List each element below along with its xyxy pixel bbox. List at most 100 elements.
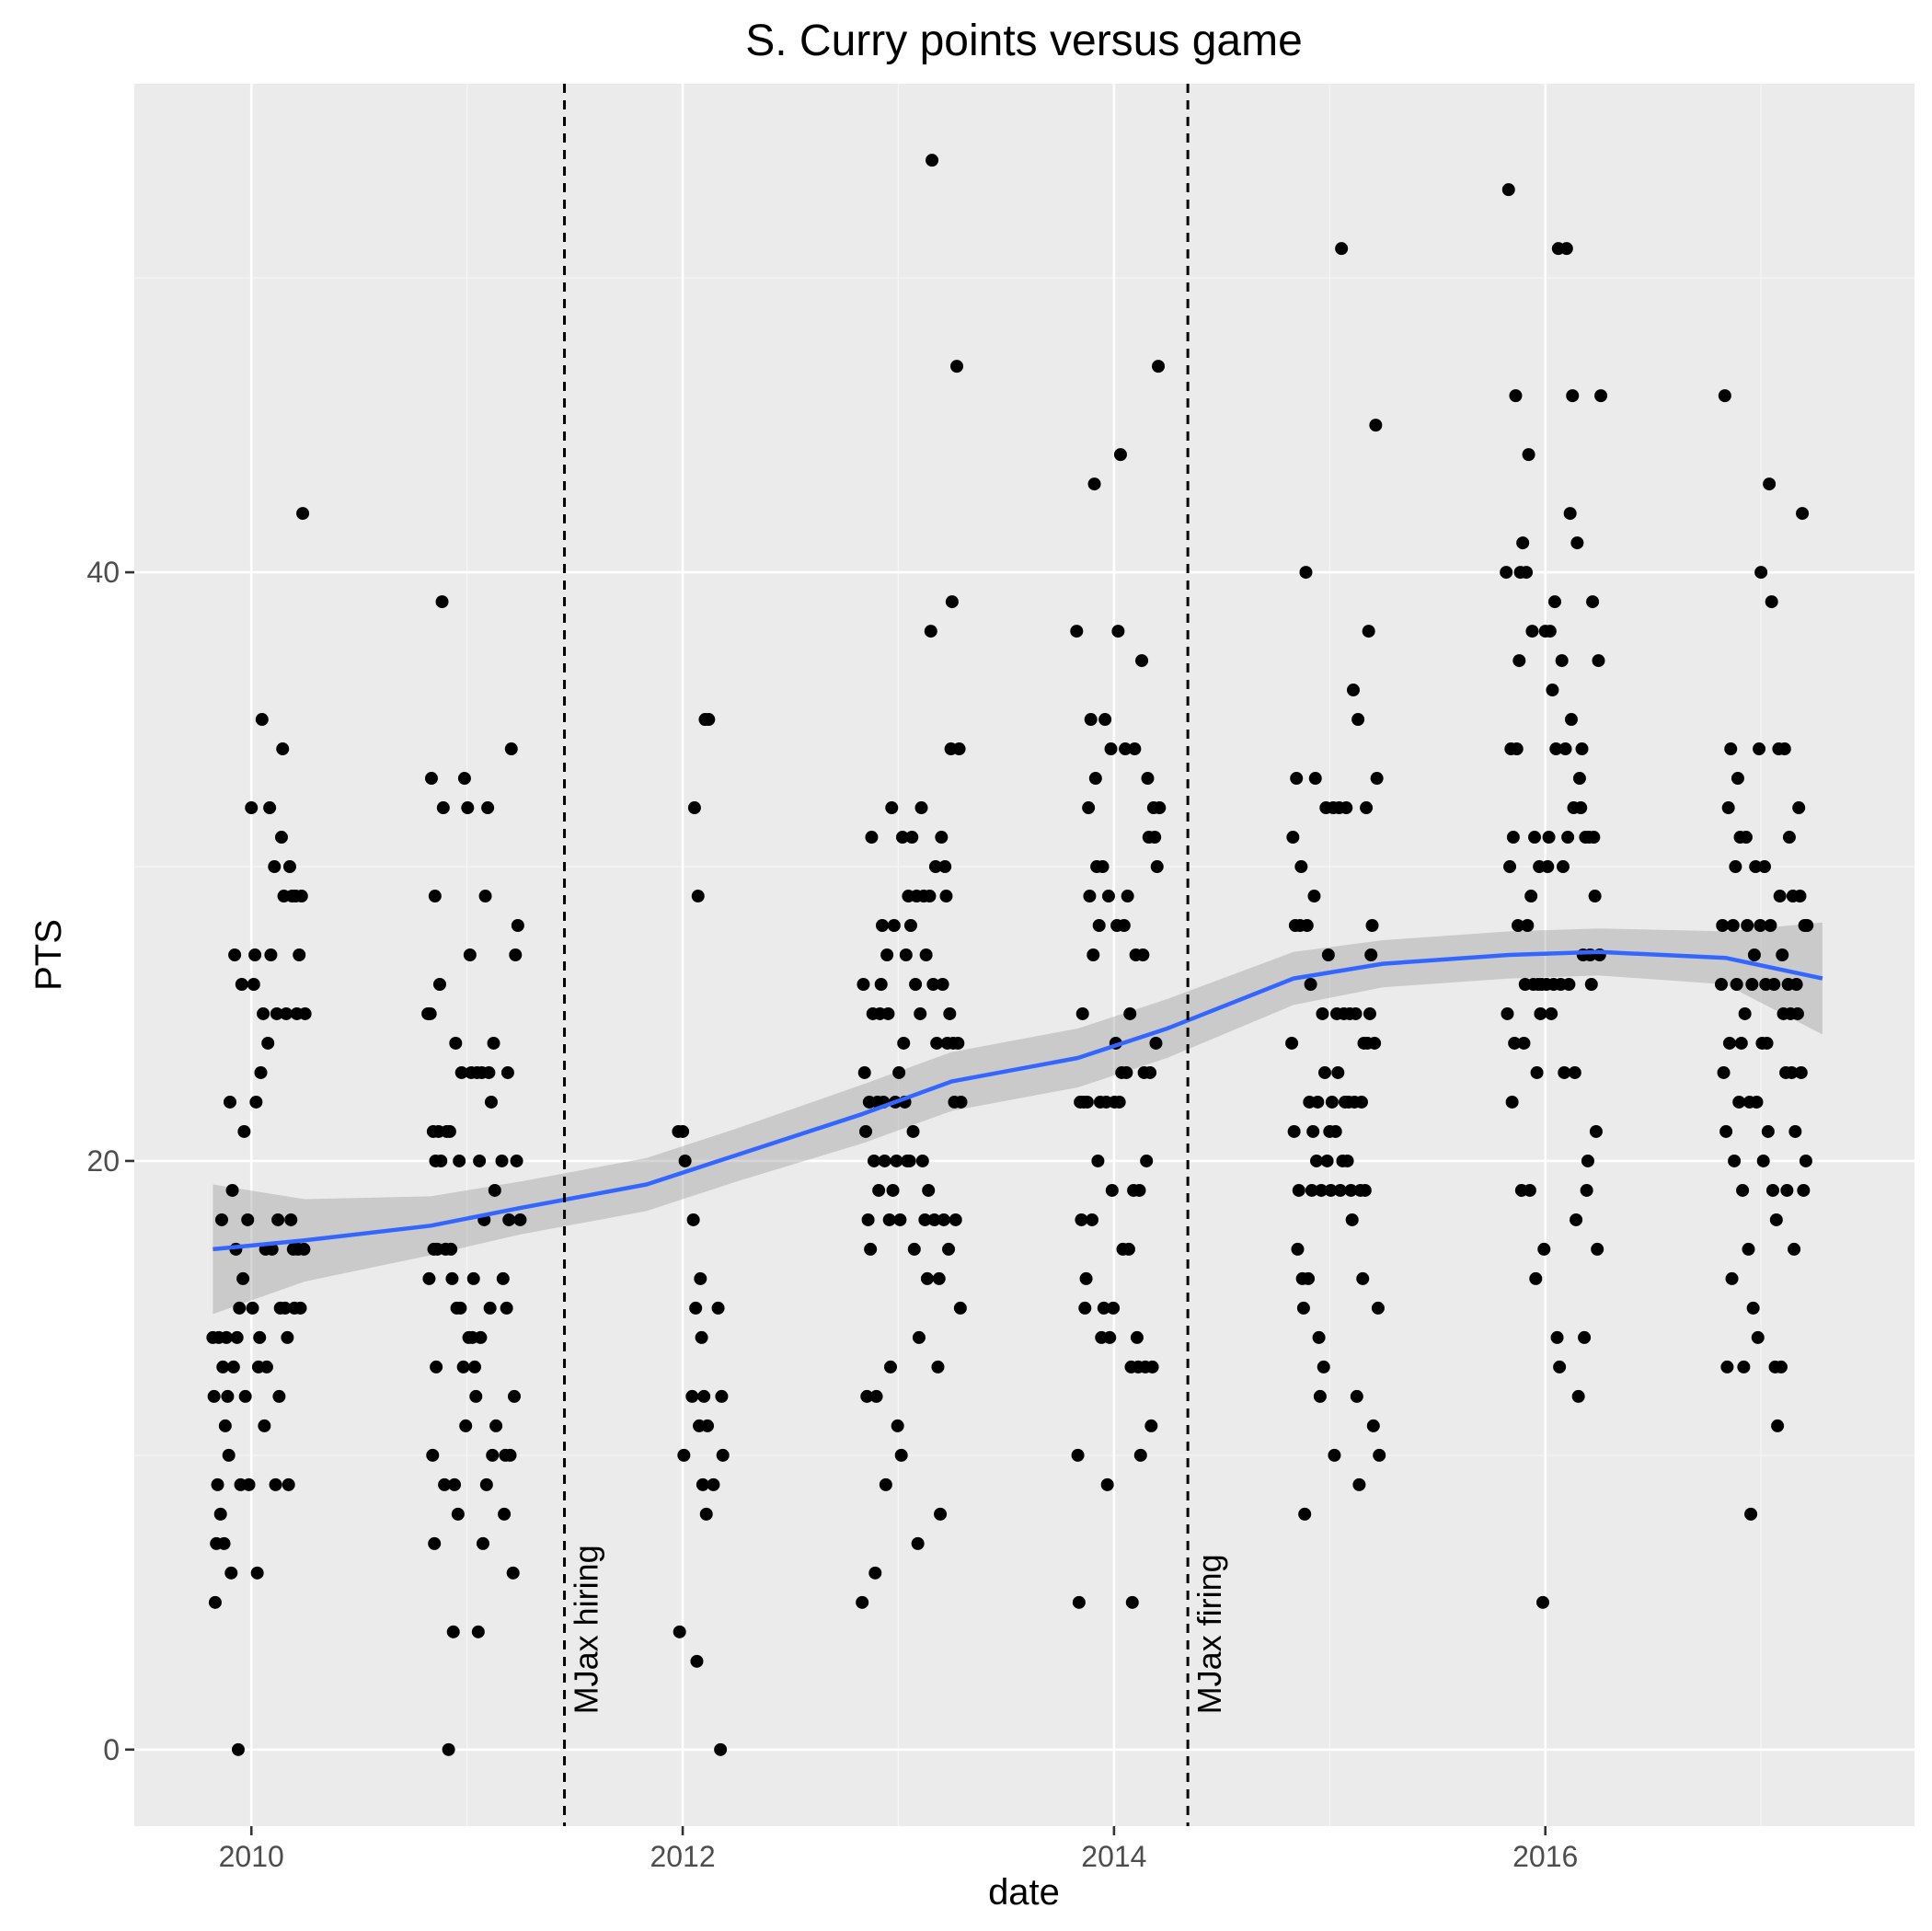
data-point (694, 1271, 707, 1285)
data-point (242, 1477, 256, 1491)
data-point (686, 1213, 700, 1226)
data-point (861, 1213, 875, 1226)
points-layer (206, 154, 1814, 1756)
data-point (711, 1301, 725, 1315)
data-point (448, 1477, 462, 1491)
data-point (1307, 890, 1321, 903)
data-point (1291, 1242, 1305, 1256)
data-point (1366, 1419, 1380, 1432)
data-point (226, 1360, 240, 1374)
data-point (934, 1507, 948, 1521)
data-point (1785, 1065, 1799, 1079)
data-point (245, 801, 259, 815)
data-point (1328, 1448, 1341, 1462)
x-tick-label: 2014 (1081, 1840, 1146, 1873)
data-point (220, 1330, 234, 1344)
data-point (1092, 919, 1106, 933)
data-point (1516, 536, 1530, 550)
data-point (282, 1477, 295, 1491)
data-point (461, 801, 475, 815)
data-point (463, 948, 477, 961)
data-point (1298, 1507, 1312, 1521)
data-point (1308, 772, 1322, 786)
data-point (1148, 831, 1162, 845)
data-point (217, 1536, 231, 1550)
data-point (1373, 1448, 1386, 1462)
data-point (438, 1477, 452, 1491)
data-point (484, 1095, 498, 1109)
data-point (1543, 625, 1557, 638)
data-point (428, 1536, 442, 1550)
data-point (509, 948, 523, 961)
data-point (1517, 1036, 1531, 1050)
data-point (230, 1330, 244, 1344)
data-point (1793, 890, 1807, 903)
data-point (1144, 1419, 1158, 1432)
data-point (444, 1242, 458, 1256)
data-point (1587, 831, 1601, 845)
data-point (1500, 566, 1513, 580)
data-point (945, 595, 959, 609)
data-point (911, 1536, 925, 1550)
data-point (250, 1566, 264, 1580)
data-point (914, 801, 928, 815)
data-point (860, 1389, 874, 1403)
data-point (265, 1242, 279, 1256)
data-point (1107, 1301, 1121, 1315)
data-point (1581, 1154, 1594, 1167)
data-point (1572, 772, 1586, 786)
data-point (923, 890, 937, 903)
data-point (1728, 1154, 1742, 1167)
data-point (263, 801, 277, 815)
data-point (678, 1154, 692, 1167)
data-point (905, 831, 919, 845)
data-point (943, 1006, 957, 1020)
data-point (1286, 831, 1300, 845)
data-point (214, 1213, 228, 1226)
data-point (259, 1360, 273, 1374)
data-point (434, 1154, 448, 1167)
data-point (1520, 566, 1534, 580)
data-point (1070, 625, 1084, 638)
data-point (1725, 1271, 1739, 1285)
confidence-band-layer (213, 922, 1823, 1315)
data-point (880, 948, 894, 961)
data-point (1117, 919, 1131, 933)
data-point (500, 1065, 514, 1079)
data-point (1071, 1448, 1085, 1462)
data-point (453, 1154, 466, 1167)
data-point (676, 1124, 690, 1138)
data-point (949, 1213, 962, 1226)
data-point (1079, 1271, 1093, 1285)
data-point (278, 1301, 292, 1315)
data-point (284, 1213, 298, 1226)
data-point (502, 1213, 516, 1226)
data-point (486, 1448, 500, 1462)
data-point (864, 1242, 878, 1256)
data-point (1563, 507, 1577, 521)
data-point (504, 742, 518, 756)
data-point (481, 801, 495, 815)
data-point (247, 977, 260, 991)
data-point (1549, 742, 1563, 756)
data-point (1745, 977, 1759, 991)
data-point (1570, 536, 1584, 550)
data-point (687, 801, 701, 815)
data-point (1522, 448, 1535, 462)
data-point (1321, 948, 1335, 961)
data-point (879, 1477, 892, 1491)
data-point (451, 1507, 465, 1521)
data-point (1113, 448, 1127, 462)
data-point (936, 977, 949, 991)
data-point (1082, 801, 1096, 815)
data-point (927, 1213, 941, 1226)
data-point (1123, 1006, 1137, 1020)
data-point (1510, 742, 1524, 756)
data-point (1788, 1242, 1801, 1256)
data-point (950, 360, 964, 374)
data-point (1534, 1006, 1547, 1020)
data-point (1072, 1595, 1086, 1609)
data-point (457, 772, 471, 786)
data-point (1566, 389, 1580, 403)
data-point (1524, 890, 1538, 903)
